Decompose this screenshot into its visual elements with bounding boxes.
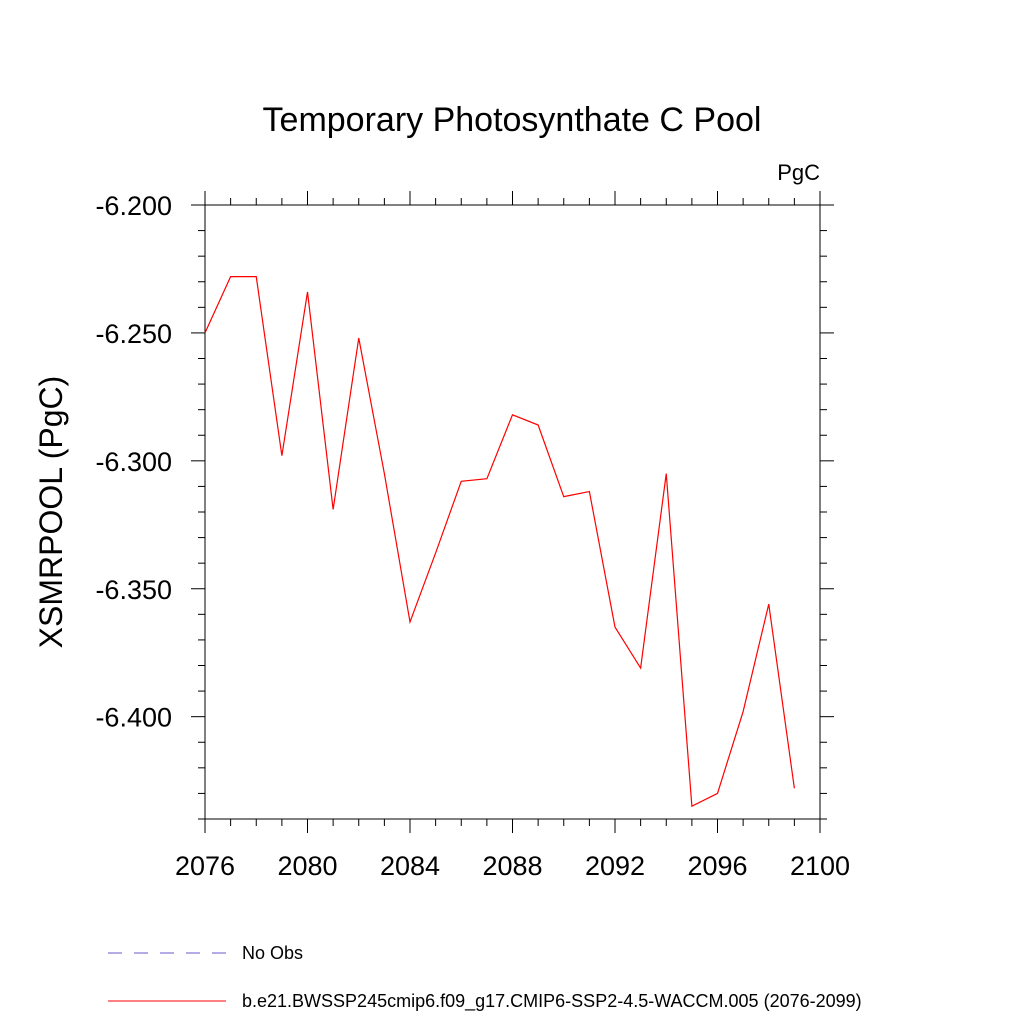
y-tick-label: -6.400 [95, 703, 172, 733]
x-tick-label: 2080 [277, 851, 337, 881]
chart-title: Temporary Photosynthate C Pool [263, 101, 762, 139]
legend-label: No Obs [242, 943, 303, 963]
x-tick-label: 2076 [175, 851, 235, 881]
legend: No Obs b.e21.BWSSP245cmip6.f09_g17.CMIP6-… [108, 943, 862, 1012]
plot-frame [204, 204, 821, 820]
series-layer [204, 276, 795, 808]
x-tick-label: 2096 [687, 851, 747, 881]
x-tick-label: 2084 [380, 851, 440, 881]
y-tick-label: -6.200 [95, 191, 172, 221]
series-line [204, 276, 795, 808]
legend-label: b.e21.BWSSP245cmip6.f09_g17.CMIP6-SSP2-4… [242, 991, 862, 1012]
x-tick-label: 2088 [482, 851, 542, 881]
units-label: PgC [777, 160, 820, 185]
axis-ticks: 2076 2080 2084 2088 2092 2096 2100 -6.200 -6.250… [95, 191, 850, 881]
y-tick-label: -6.300 [95, 447, 172, 477]
y-tick-label: -6.250 [95, 319, 172, 349]
x-tick-label: 2100 [790, 851, 850, 881]
y-tick-label: -6.350 [95, 575, 172, 605]
y-axis-label: XSMRPOOL (PgC) [33, 376, 69, 649]
x-tick-label: 2092 [585, 851, 645, 881]
